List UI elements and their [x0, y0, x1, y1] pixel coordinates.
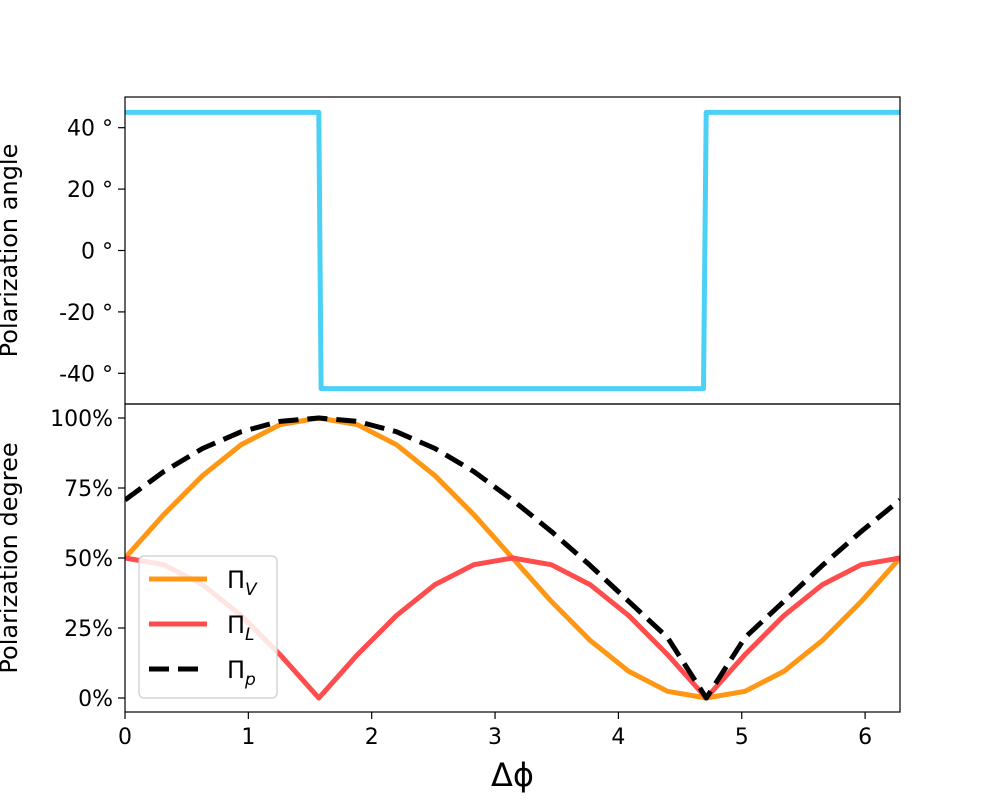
- series-group: [125, 109, 900, 392]
- y-tick-label: 20 °: [67, 178, 113, 203]
- y-axis-title: Polarization angle: [0, 144, 23, 358]
- x-tick-label: 0: [118, 725, 132, 750]
- x-tick-label: 5: [735, 725, 749, 750]
- y-tick-label: 25%: [64, 617, 113, 642]
- bottom-panel: 0% 25% 50% 75% 100% 0 1 2 3 4 5 6 Polarization degre…: [0, 403, 901, 794]
- x-axis-title: Δϕ: [491, 756, 534, 794]
- x-tick-label: 6: [858, 725, 872, 750]
- top-panel: -40 ° -20 ° 0 ° 20 ° 40 ° Polarization angle: [0, 96, 901, 405]
- x-tick-label: 4: [611, 725, 625, 750]
- y-tick-label: 0 °: [81, 240, 113, 265]
- y-tick-label: 0%: [78, 687, 113, 712]
- series-line-p: [125, 415, 900, 701]
- y-tick-label: 40 °: [67, 117, 113, 142]
- legend-label-base: Π: [227, 566, 245, 594]
- y-tick-label: 75%: [64, 477, 113, 502]
- x-tick-label: 1: [241, 725, 255, 750]
- y-axis-title: Polarization degree: [0, 442, 23, 673]
- legend-box: [138, 555, 278, 699]
- legend-label: Πp: [227, 656, 256, 690]
- y-tick-label: 100%: [50, 407, 113, 432]
- y-tick-label: 50%: [64, 547, 113, 572]
- legend-label-base: Π: [227, 611, 245, 639]
- series-line-0-0: [125, 109, 900, 392]
- y-tick-label: -20 °: [59, 301, 113, 326]
- x-tick-label: 2: [365, 725, 379, 750]
- legend-label: ΠV: [227, 566, 258, 600]
- legend-label-sub: V: [245, 580, 258, 600]
- x-tick-label: 3: [488, 725, 502, 750]
- plot-frame: [124, 96, 901, 405]
- legend-label-sub: L: [245, 625, 254, 645]
- legend-label-base: Π: [227, 656, 245, 684]
- legend-label: ΠL: [227, 611, 255, 645]
- legend-label-sub: p: [244, 670, 256, 690]
- y-tick-label: -40 °: [59, 362, 113, 387]
